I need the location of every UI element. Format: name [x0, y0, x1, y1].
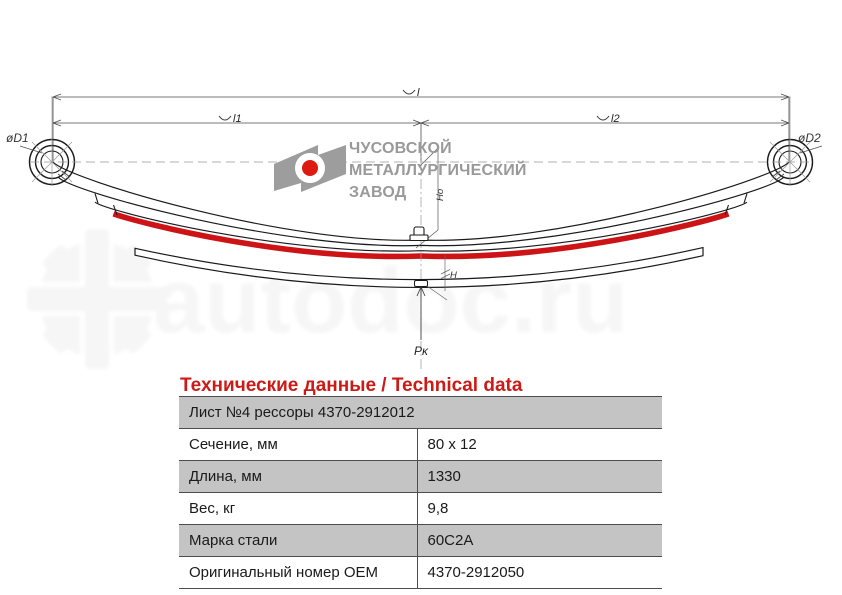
svg-text:H: H	[450, 270, 457, 281]
svg-text:øD2: øD2	[798, 131, 821, 145]
svg-text:l1: l1	[233, 113, 242, 125]
svg-text:ЧУСОВСКОЙ: ЧУСОВСКОЙ	[349, 138, 452, 157]
svg-text:МЕТАЛЛУРГИЧЕСКИЙ: МЕТАЛЛУРГИЧЕСКИЙ	[349, 160, 527, 179]
svg-text:Pκ: Pκ	[414, 344, 429, 358]
svg-text:øD1: øD1	[6, 131, 29, 145]
svg-text:Ho: Ho	[435, 189, 446, 201]
svg-text:l2: l2	[611, 113, 620, 125]
svg-text:ЗАВОД: ЗАВОД	[349, 184, 407, 201]
